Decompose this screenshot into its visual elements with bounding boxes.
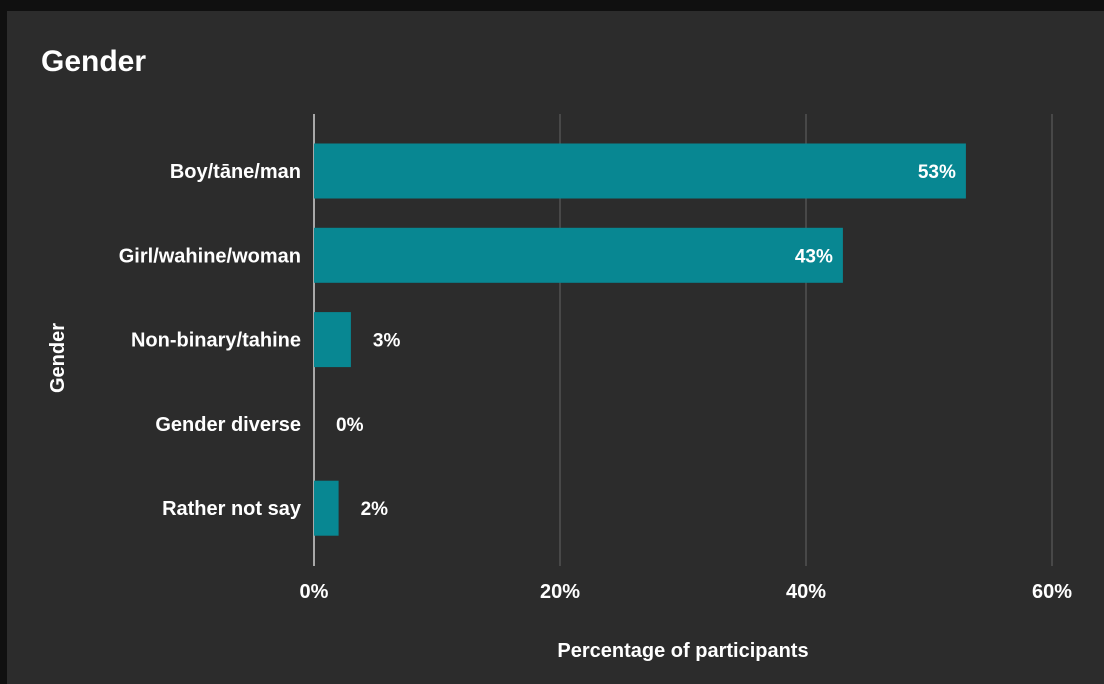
x-tick-label-3: 60% xyxy=(1032,581,1072,603)
category-label-2: Non-binary/tahine xyxy=(131,330,301,352)
data-label-2: 3% xyxy=(373,331,401,352)
bar-chart: 0% 20% 40% 60% Boy/tāne/man 53% Girl/wahine/wo… xyxy=(47,114,1072,662)
y-axis-title: Gender xyxy=(47,323,69,393)
x-tick-label-1: 20% xyxy=(540,581,580,603)
x-tick-label-0: 0% xyxy=(300,581,329,603)
data-label-3: 0% xyxy=(336,415,364,436)
category-label-4: Rather not say xyxy=(162,498,302,520)
bars xyxy=(314,143,966,536)
category-label-0: Boy/tāne/man xyxy=(170,161,301,183)
x-axis-title: Percentage of participants xyxy=(557,640,808,662)
data-label-1: 43% xyxy=(795,246,833,267)
x-tick-label-2: 40% xyxy=(786,581,826,603)
data-label-4: 2% xyxy=(361,499,389,520)
bar-4 xyxy=(314,480,339,536)
bar-2 xyxy=(314,312,351,368)
category-label-3: Gender diverse xyxy=(155,414,301,436)
bar-1 xyxy=(314,227,843,283)
chart-card: Gender 0% 20% 40% 60% Boy/tāne/man 53% Girl/wa… xyxy=(7,11,1104,684)
bar-0 xyxy=(314,143,966,199)
data-label-0: 53% xyxy=(918,162,956,183)
labels: 0% 20% 40% 60% Boy/tāne/man 53% Girl/wahine/wo… xyxy=(119,161,1072,603)
chart-title: Gender xyxy=(41,45,147,78)
category-label-1: Girl/wahine/woman xyxy=(119,245,301,267)
